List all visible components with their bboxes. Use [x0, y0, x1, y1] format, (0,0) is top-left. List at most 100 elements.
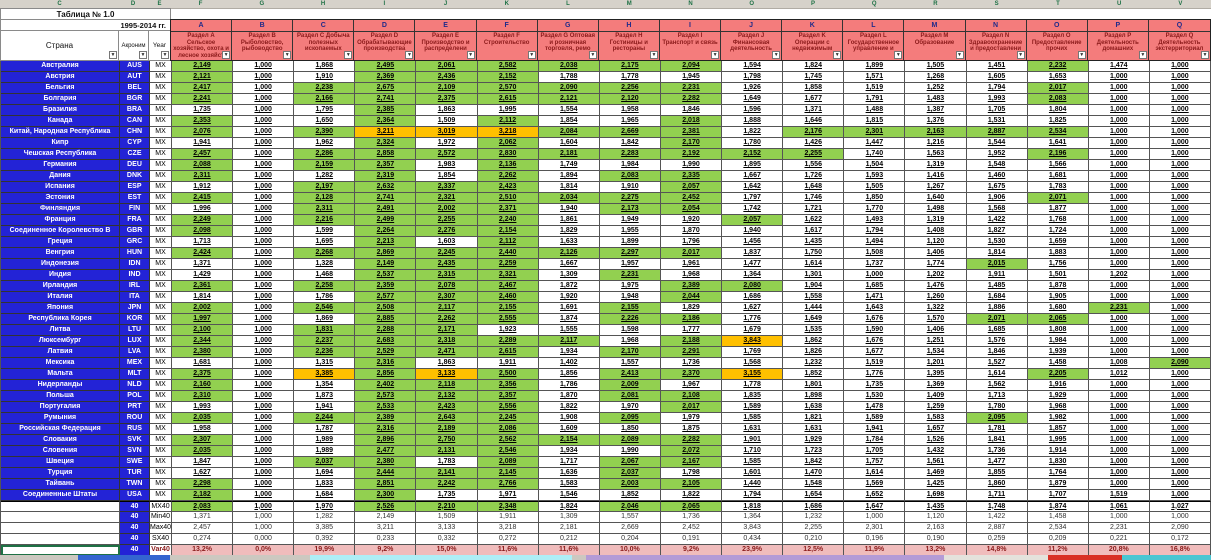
- data-cell[interactable]: 1,000: [1149, 127, 1211, 138]
- data-cell[interactable]: 1,000: [233, 303, 295, 314]
- data-cell[interactable]: 2,495: [355, 61, 417, 72]
- data-cell[interactable]: 1,000: [233, 259, 295, 270]
- data-cell[interactable]: 2,282: [660, 435, 723, 446]
- data-cell[interactable]: 1,488: [844, 105, 906, 116]
- section-header-H[interactable]: H Раздел H Гостиницы и рестораны ▼: [598, 20, 660, 60]
- data-cell[interactable]: 2,371: [477, 204, 539, 215]
- data-cell[interactable]: 1,000: [1088, 83, 1150, 94]
- section-header-D[interactable]: D Раздел D Обрабатывающие производства ▼: [354, 20, 416, 60]
- data-cell[interactable]: 1,000: [1088, 457, 1150, 468]
- data-cell[interactable]: 1,975: [599, 281, 661, 292]
- data-cell[interactable]: 1,649: [783, 314, 845, 325]
- data-cell[interactable]: 2,546: [477, 446, 539, 457]
- country-cell[interactable]: Канада: [1, 116, 120, 127]
- acronym-cell[interactable]: DEU: [120, 160, 150, 171]
- data-cell[interactable]: 2,088: [172, 160, 234, 171]
- data-cell[interactable]: 2,145: [477, 468, 539, 479]
- data-cell[interactable]: 1,000: [233, 127, 295, 138]
- data-cell[interactable]: 1,447: [844, 138, 906, 149]
- column-letter[interactable]: N: [688, 1, 693, 7]
- data-cell[interactable]: 1,926: [722, 83, 784, 94]
- data-cell[interactable]: 1,679: [722, 325, 784, 336]
- country-cell[interactable]: Словения: [1, 446, 120, 457]
- data-cell[interactable]: 1,822: [722, 127, 784, 138]
- data-cell[interactable]: 1,877: [1027, 204, 1089, 215]
- data-cell[interactable]: 1,686: [722, 292, 784, 303]
- data-cell[interactable]: 2,154: [538, 435, 600, 446]
- data-cell[interactable]: 1,989: [294, 435, 356, 446]
- data-cell[interactable]: 1,780: [722, 138, 784, 149]
- data-cell[interactable]: 1,000: [233, 215, 295, 226]
- country-cell[interactable]: Австралия: [1, 61, 120, 72]
- data-cell[interactable]: 1,642: [722, 182, 784, 193]
- data-cell[interactable]: 0,210: [783, 534, 845, 545]
- filter-icon[interactable]: ▼: [1138, 51, 1147, 59]
- country-cell[interactable]: Китай, Народная Республика: [1, 127, 120, 138]
- section-header-K[interactable]: K Раздел K Операции с недвижимым ▼: [782, 20, 844, 60]
- data-cell[interactable]: 1,000: [233, 237, 295, 248]
- data-cell[interactable]: 1,886: [966, 303, 1028, 314]
- data-cell[interactable]: 1,456: [722, 237, 784, 248]
- data-cell[interactable]: 1,788: [538, 72, 600, 83]
- column-letter[interactable]: V: [1178, 1, 1183, 7]
- data-cell[interactable]: 2,231: [660, 83, 723, 94]
- data-cell[interactable]: 1,000: [844, 270, 906, 281]
- data-cell[interactable]: 1,526: [905, 435, 967, 446]
- data-cell[interactable]: 2,452: [660, 523, 723, 534]
- country-cell[interactable]: Болгария: [1, 94, 120, 105]
- data-cell[interactable]: 2,375: [416, 94, 478, 105]
- data-cell[interactable]: 1,458: [1027, 358, 1089, 369]
- data-cell[interactable]: 2,065: [1027, 314, 1089, 325]
- data-cell[interactable]: 1,562: [966, 380, 1028, 391]
- data-cell[interactable]: 1,000: [1149, 171, 1211, 182]
- data-cell[interactable]: 1,874: [538, 314, 600, 325]
- data-cell[interactable]: 1,776: [844, 369, 906, 380]
- data-cell[interactable]: 2,537: [355, 270, 417, 281]
- data-cell[interactable]: 2,869: [355, 248, 417, 259]
- data-cell[interactable]: 2,238: [294, 83, 356, 94]
- data-cell[interactable]: 1,934: [538, 347, 600, 358]
- data-cell[interactable]: 1,000: [1149, 369, 1211, 380]
- data-cell[interactable]: 1,614: [966, 369, 1028, 380]
- data-cell[interactable]: 2,289: [477, 336, 539, 347]
- data-cell[interactable]: 0,209: [1027, 534, 1089, 545]
- section-header-A[interactable]: A Раздел A Сельское хозяйство, охота и ле…: [171, 20, 233, 60]
- data-cell[interactable]: 2,044: [660, 292, 723, 303]
- data-cell[interactable]: 2,741: [355, 193, 417, 204]
- data-cell[interactable]: 1,609: [538, 424, 600, 435]
- data-cell[interactable]: 1,000: [233, 391, 295, 402]
- data-cell[interactable]: 1,598: [599, 325, 661, 336]
- data-cell[interactable]: 1,000: [1088, 215, 1150, 226]
- data-cell[interactable]: 2,262: [416, 314, 478, 325]
- data-cell[interactable]: 2,887: [966, 127, 1028, 138]
- data-cell[interactable]: 1,282: [294, 171, 356, 182]
- data-cell[interactable]: 1,000: [1088, 149, 1150, 160]
- year-cell[interactable]: MX: [150, 116, 172, 127]
- data-cell[interactable]: 2,117: [416, 303, 478, 314]
- data-cell[interactable]: 2,258: [294, 281, 356, 292]
- data-cell[interactable]: 1,705: [966, 105, 1028, 116]
- data-cell[interactable]: 1,841: [966, 435, 1028, 446]
- data-cell[interactable]: 2,071: [966, 314, 1028, 325]
- section-header-N[interactable]: N Раздел N Здравоохранение и предоставлен…: [965, 20, 1027, 60]
- data-cell[interactable]: 2,324: [355, 138, 417, 149]
- data-cell[interactable]: 2,038: [538, 61, 600, 72]
- data-cell[interactable]: 2,126: [538, 248, 600, 259]
- data-cell[interactable]: 2,105: [660, 479, 723, 490]
- data-cell[interactable]: 1,422: [966, 215, 1028, 226]
- data-cell[interactable]: 1,000: [233, 72, 295, 83]
- data-cell[interactable]: 2,533: [355, 402, 417, 413]
- data-cell[interactable]: 1,531: [966, 116, 1028, 127]
- acronym-cell[interactable]: HUN: [120, 248, 150, 259]
- column-letter[interactable]: D: [130, 1, 136, 7]
- data-cell[interactable]: 1,735: [844, 380, 906, 391]
- data-cell[interactable]: 1,000: [233, 490, 295, 501]
- data-cell[interactable]: 2,067: [599, 457, 661, 468]
- data-cell[interactable]: 1,000: [233, 457, 295, 468]
- data-cell[interactable]: 2,615: [477, 94, 539, 105]
- data-cell[interactable]: 1,000: [1088, 127, 1150, 138]
- data-cell[interactable]: 2,037: [294, 457, 356, 468]
- year-cell[interactable]: MX: [150, 446, 172, 457]
- data-cell[interactable]: 1,941: [172, 138, 234, 149]
- data-cell[interactable]: 1,961: [660, 259, 723, 270]
